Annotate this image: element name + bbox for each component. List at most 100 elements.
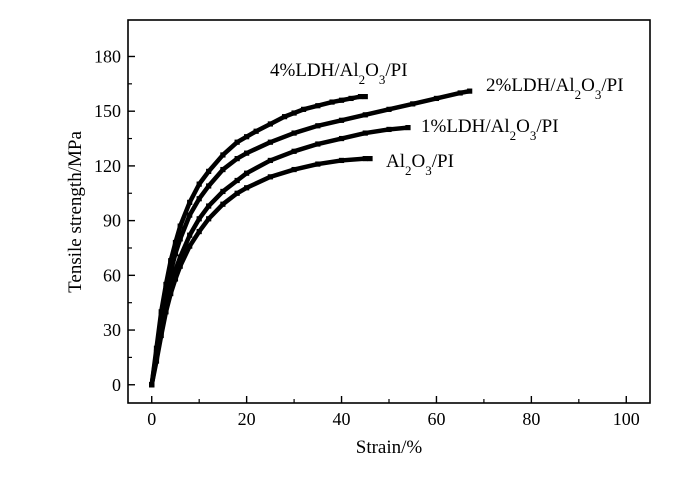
data-point xyxy=(357,94,364,100)
y-axis-title: Tensile strength/MPa xyxy=(65,131,86,293)
series-line-3 xyxy=(149,156,373,388)
data-point xyxy=(187,232,193,238)
x-tick-label: 80 xyxy=(522,409,540,429)
y-tick-label: 90 xyxy=(103,211,121,231)
data-point xyxy=(467,88,473,94)
series-label-0: 4%LDH/Al2O3/PI xyxy=(270,60,408,87)
y-axis-ticks: 0 30 60 90 120 150 180 xyxy=(94,46,135,395)
series-label-1: 2%LDH/Al2O3/PI xyxy=(486,75,624,102)
data-point xyxy=(196,181,202,187)
data-point xyxy=(187,243,193,249)
x-tick-label: 40 xyxy=(333,409,351,429)
data-point xyxy=(267,174,273,180)
data-point xyxy=(348,95,354,102)
data-point xyxy=(177,223,183,229)
data-point xyxy=(362,112,368,118)
data-point xyxy=(149,382,155,388)
data-point xyxy=(196,196,202,202)
data-point xyxy=(367,156,373,162)
data-point xyxy=(206,203,212,209)
data-point xyxy=(163,309,169,315)
data-point xyxy=(291,130,297,136)
y-tick-label: 0 xyxy=(112,375,121,395)
x-tick-label: 60 xyxy=(427,409,445,429)
data-point xyxy=(410,101,416,107)
data-point xyxy=(206,183,212,189)
data-point xyxy=(234,190,240,196)
data-point xyxy=(172,276,179,282)
y-tick-label: 180 xyxy=(94,46,121,66)
data-point xyxy=(234,139,240,145)
series-group xyxy=(149,88,473,388)
x-axis-ticks: 0 20 40 60 80 100 xyxy=(147,396,640,429)
data-point xyxy=(220,166,226,173)
series-label-2: 1%LDH/Al2O3/PI xyxy=(421,116,559,143)
data-point xyxy=(267,121,273,127)
data-point xyxy=(362,156,368,162)
y-tick-label: 150 xyxy=(94,101,121,121)
data-point xyxy=(457,90,463,96)
data-point xyxy=(168,283,174,289)
data-point xyxy=(405,125,411,131)
data-point xyxy=(300,106,307,112)
data-point xyxy=(163,290,169,297)
data-point xyxy=(153,358,160,364)
x-axis-title: Strain/% xyxy=(356,437,423,458)
data-point xyxy=(220,201,226,207)
data-point xyxy=(291,110,297,116)
data-point xyxy=(244,150,250,156)
data-point xyxy=(291,148,297,154)
y-tick-label: 30 xyxy=(103,320,121,340)
data-point xyxy=(386,106,392,112)
data-point xyxy=(338,117,345,123)
series-label-3: Al2O3/PI xyxy=(386,151,454,178)
data-point xyxy=(234,177,240,184)
x-tick-label: 100 xyxy=(613,409,640,429)
y-tick-label: 60 xyxy=(103,265,121,285)
data-point xyxy=(220,152,226,158)
data-point xyxy=(282,114,288,120)
data-point xyxy=(168,290,174,297)
data-point xyxy=(206,216,212,222)
data-point xyxy=(244,185,250,191)
data-point xyxy=(196,228,202,235)
data-point xyxy=(234,156,240,162)
data-point xyxy=(244,170,250,176)
data-point xyxy=(433,95,440,102)
data-point xyxy=(187,199,193,205)
data-point xyxy=(315,103,321,109)
series-line-2 xyxy=(149,125,411,388)
data-point xyxy=(206,168,212,174)
data-point xyxy=(267,157,273,164)
data-point xyxy=(244,134,250,140)
data-point xyxy=(338,135,345,142)
y-tick-label: 120 xyxy=(94,156,121,176)
data-point xyxy=(158,332,164,339)
data-point xyxy=(168,269,174,275)
data-point xyxy=(315,141,321,147)
data-point xyxy=(172,250,179,257)
data-point xyxy=(172,267,179,273)
data-point xyxy=(315,161,321,167)
data-point xyxy=(177,254,183,260)
x-tick-label: 0 xyxy=(147,409,156,429)
data-point xyxy=(267,139,273,145)
data-point xyxy=(177,236,183,242)
data-point xyxy=(196,216,202,222)
data-point xyxy=(168,258,174,264)
data-point xyxy=(386,126,392,133)
data-point xyxy=(187,212,193,218)
data-point xyxy=(291,166,297,173)
data-point xyxy=(315,123,321,129)
data-point xyxy=(220,188,226,195)
data-point xyxy=(329,99,335,105)
series-labels: 4%LDH/Al2O3/PI 2%LDH/Al2O3/PI 1%LDH/Al2O3/… xyxy=(270,60,624,178)
data-point xyxy=(362,130,368,136)
data-point xyxy=(362,94,368,100)
data-point xyxy=(253,128,259,134)
data-point xyxy=(172,239,179,246)
data-point xyxy=(177,263,183,269)
data-point xyxy=(338,157,345,164)
x-tick-label: 20 xyxy=(238,409,256,429)
